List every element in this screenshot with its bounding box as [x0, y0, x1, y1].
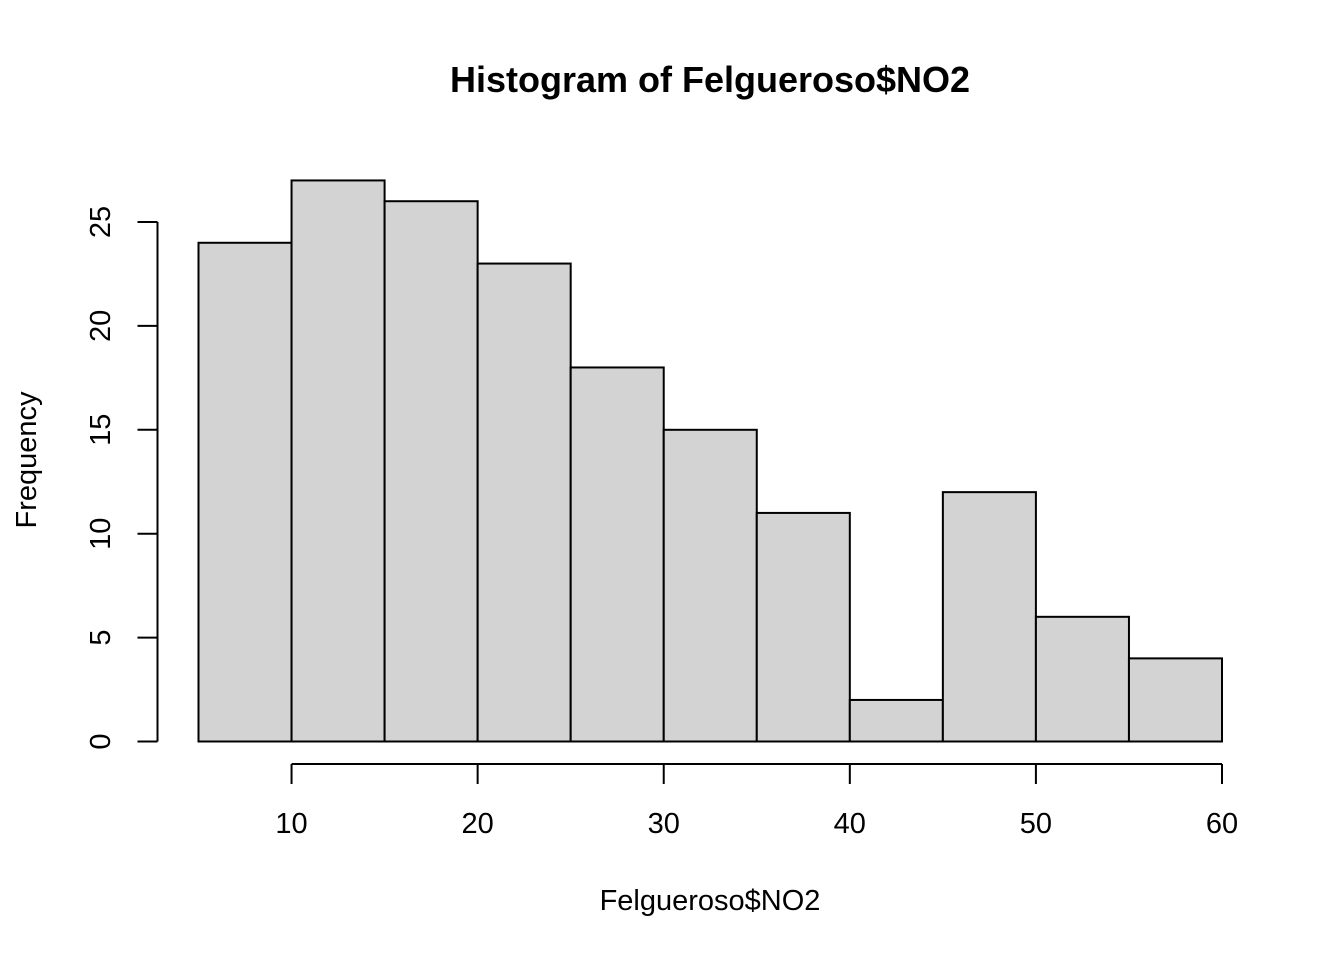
histogram-bar [476, 262, 572, 743]
x-tick-label: 20 [462, 808, 494, 840]
x-tick-label: 50 [1020, 808, 1052, 840]
histogram-bar [848, 698, 944, 743]
bars-group [197, 179, 1224, 743]
histogram-bar [941, 491, 1037, 743]
y-tick-label: 25 [85, 206, 117, 238]
y-axis: 0 5 10 15 20 25 [85, 206, 159, 750]
y-tick-label: 5 [85, 630, 117, 646]
x-tick-label: 40 [834, 808, 866, 840]
histogram-bar [1127, 657, 1224, 743]
y-tick-label: 10 [85, 518, 117, 550]
histogram-bar [662, 428, 758, 743]
histogram-bar [1034, 615, 1130, 743]
histogram-bar [290, 179, 386, 743]
x-tick-label: 60 [1206, 808, 1238, 840]
x-axis-label: Felgueroso$NO2 [600, 885, 821, 917]
x-tick-label: 30 [648, 808, 680, 840]
histogram-bar [755, 511, 851, 743]
y-tick-label: 0 [85, 733, 117, 749]
chart-title: Histogram of Felgueroso$NO2 [450, 59, 970, 100]
x-axis: 10 20 30 40 50 60 [275, 763, 1238, 840]
y-tick-label: 20 [85, 310, 117, 342]
histogram-bar [383, 200, 479, 743]
y-axis-label: Frequency [11, 391, 43, 529]
histogram-bar [197, 241, 293, 743]
y-tick-label: 15 [85, 414, 117, 446]
x-tick-label: 10 [275, 808, 307, 840]
histogram-bar [569, 366, 665, 743]
